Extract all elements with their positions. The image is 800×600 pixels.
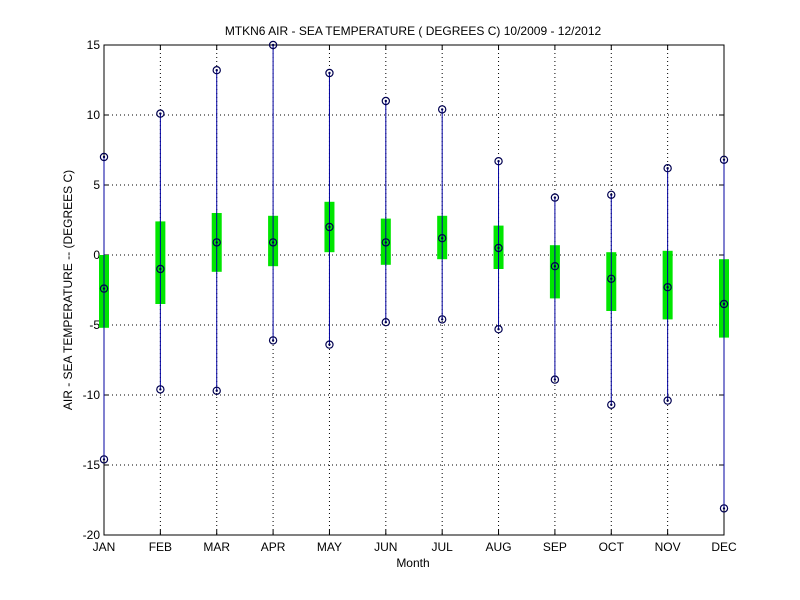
min-marker-dot — [102, 458, 106, 461]
y-tick-label: 5 — [93, 178, 100, 192]
min-marker-dot — [610, 403, 613, 406]
x-tick-label: MAR — [203, 540, 230, 554]
median-marker — [99, 284, 109, 293]
median-marker — [212, 238, 221, 247]
y-tick-label: -5 — [89, 318, 100, 332]
box-series — [99, 40, 729, 513]
x-tick-label: FEB — [149, 540, 172, 554]
median-marker — [494, 243, 503, 253]
max-marker — [494, 156, 503, 166]
x-tick-label: JUN — [374, 540, 397, 554]
y-tick-label: -15 — [83, 458, 101, 472]
median-marker-dot — [384, 241, 388, 244]
x-tick-label: OCT — [599, 540, 625, 554]
min-marker — [381, 318, 391, 327]
median-marker-dot — [440, 237, 444, 240]
max-marker-dot — [440, 108, 444, 111]
median-marker-dot — [497, 246, 500, 250]
max-marker — [156, 109, 165, 118]
median-marker-dot — [610, 277, 613, 280]
min-marker-dot — [722, 507, 726, 510]
median-marker — [550, 262, 560, 271]
max-marker — [607, 190, 616, 199]
x-tick-label: SEP — [543, 540, 567, 554]
y-tick-label: 0 — [93, 248, 100, 262]
min-marker-dot — [384, 321, 388, 324]
max-marker-dot — [666, 167, 669, 170]
max-marker-dot — [722, 158, 726, 161]
max-marker-dot — [384, 99, 388, 103]
x-tick-label: AUG — [486, 540, 512, 554]
min-marker-dot — [328, 343, 331, 346]
x-tick-label: NOV — [655, 540, 681, 554]
median-marker — [607, 274, 616, 283]
median-marker — [663, 283, 672, 292]
max-marker — [325, 68, 334, 78]
max-marker — [268, 40, 278, 50]
median-marker-dot — [666, 286, 669, 289]
y-tick-label: 10 — [87, 108, 101, 122]
max-marker-dot — [328, 71, 331, 75]
max-marker — [663, 163, 672, 173]
y-tick-label: 15 — [87, 38, 101, 52]
max-marker — [381, 96, 391, 106]
y-axis-label: AIR - SEA TEMPERATURE -- (DEGREES C) — [61, 170, 75, 410]
max-marker — [99, 152, 109, 162]
min-marker-dot — [553, 378, 557, 381]
median-marker — [381, 238, 391, 247]
min-marker — [437, 315, 447, 324]
max-marker — [719, 155, 729, 164]
median-marker-dot — [271, 241, 275, 244]
x-tick-label: DEC — [711, 540, 737, 554]
max-marker-dot — [610, 193, 613, 196]
x-tick-label: JUL — [432, 540, 454, 554]
min-marker — [663, 396, 672, 405]
chart-title: MTKN6 AIR - SEA TEMPERATURE ( DEGREES C)… — [225, 24, 602, 38]
min-marker — [607, 400, 616, 409]
min-marker-dot — [271, 339, 275, 342]
min-marker — [494, 325, 503, 334]
median-marker-dot — [215, 241, 218, 244]
x-tick-label: APR — [261, 540, 286, 554]
min-marker-dot — [159, 388, 162, 391]
min-marker-dot — [440, 318, 444, 321]
max-marker-dot — [497, 160, 500, 163]
max-marker-dot — [215, 69, 218, 72]
median-marker-dot — [102, 287, 106, 290]
median-marker — [156, 264, 165, 274]
y-tick-label: -10 — [83, 388, 101, 402]
min-marker-dot — [497, 328, 500, 331]
median-marker-dot — [328, 225, 331, 229]
max-marker — [550, 193, 560, 202]
max-marker — [437, 105, 447, 114]
x-axis-label: Month — [396, 556, 429, 570]
min-marker-dot — [215, 389, 218, 392]
min-marker-dot — [666, 399, 669, 402]
max-marker-dot — [553, 196, 557, 199]
max-marker-dot — [102, 155, 106, 159]
y-tick-label: -20 — [83, 528, 101, 542]
max-marker-dot — [271, 43, 275, 47]
x-tick-label: MAY — [317, 540, 342, 554]
x-tick-label: JAN — [93, 540, 116, 554]
median-marker — [325, 222, 334, 232]
min-marker — [99, 455, 109, 464]
median-marker-dot — [159, 267, 162, 271]
min-marker — [212, 386, 221, 395]
min-marker — [156, 385, 165, 394]
max-marker-dot — [159, 112, 162, 115]
max-marker — [212, 65, 221, 75]
median-marker — [437, 233, 447, 243]
median-marker — [268, 238, 278, 247]
min-marker — [550, 375, 560, 384]
min-marker — [719, 504, 729, 513]
min-marker — [325, 340, 334, 349]
x-axis-ticks: JAN FEB MAR APR MAY JUN JUL AUG SEP OCT NOV DEC — [93, 45, 737, 554]
min-marker — [268, 336, 278, 345]
median-marker-dot — [722, 302, 726, 306]
median-marker — [719, 299, 729, 309]
median-marker-dot — [553, 265, 557, 268]
